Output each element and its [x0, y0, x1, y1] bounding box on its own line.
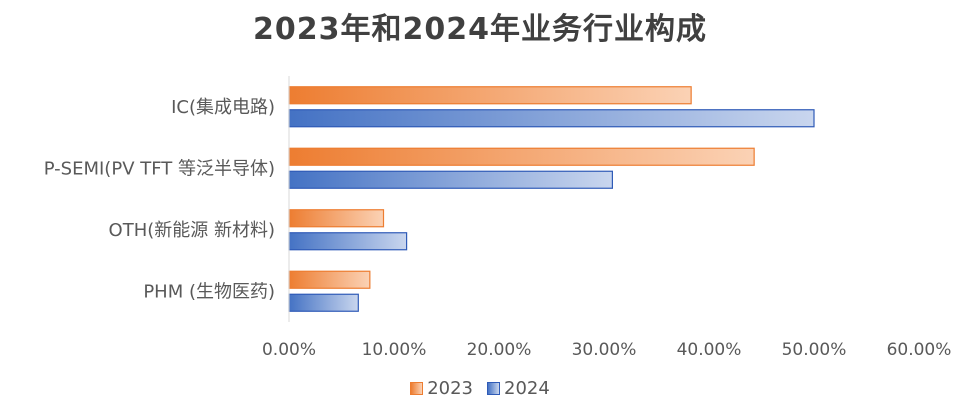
x-tick-label: 30.00%	[572, 340, 637, 360]
x-tick-label: 40.00%	[677, 340, 742, 360]
category-label: PHM (生物医药)	[143, 281, 275, 302]
category-label: P-SEMI(PV TFT 等泛半导体)	[44, 158, 275, 179]
x-tick-label: 10.00%	[362, 340, 427, 360]
legend: 2023 2024	[0, 378, 960, 399]
legend-item-2024: 2024	[487, 378, 550, 399]
bar-2023-3	[288, 270, 371, 289]
legend-label-2023: 2023	[427, 378, 473, 399]
chart-title: 2023年和2024年业务行业构成	[253, 12, 707, 47]
bar-2023-0	[288, 86, 692, 105]
bar-2024-3	[288, 293, 359, 312]
x-tick-label: 20.00%	[467, 340, 532, 360]
legend-swatch-2024	[487, 382, 500, 395]
legend-item-2023: 2023	[410, 378, 473, 399]
bar-2023-1	[288, 147, 755, 166]
legend-label-2024: 2024	[504, 378, 550, 399]
legend-swatch-2023	[410, 382, 424, 395]
bar-2024-1	[288, 170, 613, 189]
x-tick-label: 0.00%	[262, 340, 316, 360]
x-tick-label: 50.00%	[782, 340, 847, 360]
bar-2024-0	[288, 109, 815, 128]
bar-2024-2	[288, 232, 408, 251]
category-label: IC(集成电路)	[171, 97, 275, 118]
x-tick-label: 60.00%	[887, 340, 952, 360]
category-label: OTH(新能源 新材料)	[109, 220, 275, 241]
bar-2023-2	[288, 209, 385, 228]
